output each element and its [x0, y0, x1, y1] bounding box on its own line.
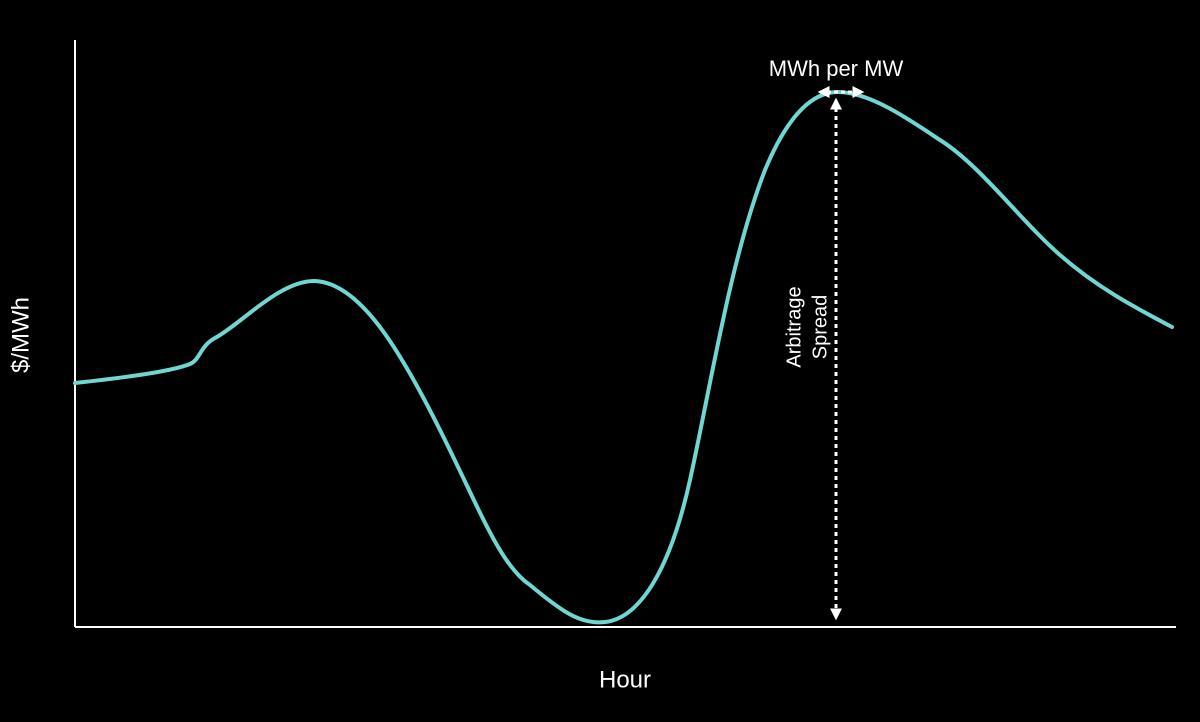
spread-label: Arbitrage Spread [783, 286, 831, 367]
x-axis-label: Hour [599, 666, 651, 693]
spread-label-line: Arbitrage [783, 286, 805, 367]
price-curve [73, 89, 1174, 625]
y-axis-label: $/MWh [7, 297, 34, 373]
spread-label-line: Spread [809, 295, 831, 360]
width-label: MWh per MW [769, 56, 904, 81]
